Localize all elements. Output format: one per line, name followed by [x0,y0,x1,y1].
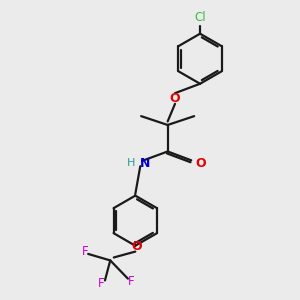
Text: F: F [128,274,134,287]
Text: H: H [127,158,135,168]
Text: F: F [98,278,105,290]
Text: O: O [196,157,206,170]
Text: O: O [131,240,142,253]
Text: O: O [170,92,180,105]
Text: Cl: Cl [194,11,206,24]
Text: F: F [82,245,88,258]
Text: N: N [140,157,151,170]
